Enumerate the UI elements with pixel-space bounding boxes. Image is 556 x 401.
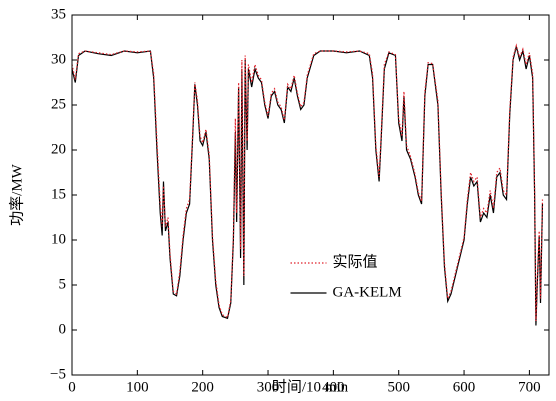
plot-frame [71, 14, 550, 376]
y-axis-label: 功率/MW [8, 163, 25, 226]
y-tick-label: 10 [51, 231, 66, 247]
x-tick-label: 600 [453, 379, 476, 395]
y-tick-label: 35 [51, 6, 66, 22]
x-tick-label: 400 [322, 379, 345, 395]
x-tick-label: 0 [68, 379, 76, 395]
y-tick-label: 0 [59, 321, 67, 337]
x-tick-label: 700 [518, 379, 541, 395]
y-tick-label: 20 [51, 141, 66, 157]
legend-label: GA-KELM [333, 284, 402, 300]
x-axis-label: 时间/10 min [272, 378, 349, 395]
x-tick-label: 200 [191, 379, 214, 395]
y-tick-label: 25 [51, 96, 66, 112]
x-tick-label: 100 [126, 379, 149, 395]
legend-label: 实际值 [333, 253, 378, 270]
series-line [71, 46, 544, 326]
y-tick-label: 15 [51, 186, 66, 202]
y-tick-label: 30 [51, 51, 66, 67]
x-tick-label: 300 [257, 379, 280, 395]
y-tick-label: 5 [59, 276, 67, 292]
x-tick-label: 500 [387, 379, 410, 395]
y-tick-label: −5 [50, 366, 66, 382]
series-line [71, 43, 544, 322]
